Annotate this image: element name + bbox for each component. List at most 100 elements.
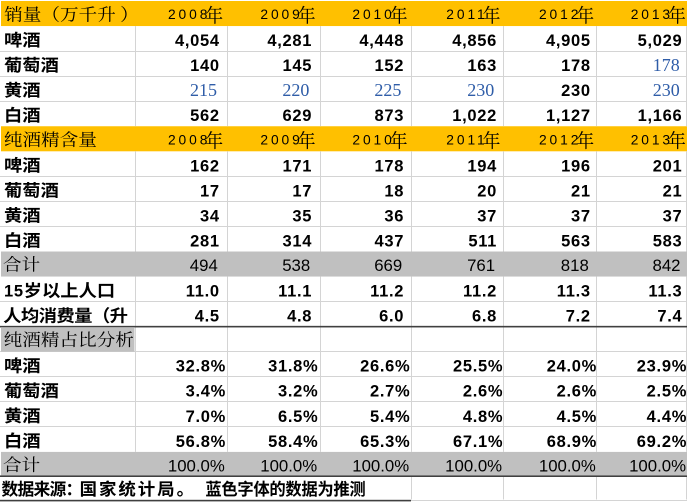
svg-text:37: 37 [571,207,591,225]
svg-text:178: 178 [375,157,405,175]
svg-text:11.2: 11.2 [370,283,404,301]
svg-text:23.9%: 23.9% [637,358,687,376]
svg-text:145: 145 [283,57,313,75]
svg-text:538: 538 [282,256,310,275]
svg-text:100.0%: 100.0% [539,456,596,475]
svg-text:2013: 2013 [631,7,673,22]
svg-text:100.0%: 100.0% [629,456,686,475]
svg-text:140: 140 [190,57,220,75]
svg-text:25.5%: 25.5% [453,358,503,376]
svg-text:6.0: 6.0 [379,308,404,326]
svg-text:162: 162 [190,157,220,175]
svg-text:230: 230 [467,80,494,100]
svg-text:11.1: 11.1 [278,283,312,301]
svg-text:6.8: 6.8 [472,308,497,326]
svg-text:7.4: 7.4 [657,308,682,326]
svg-text:842: 842 [653,256,681,275]
svg-text:11.3: 11.3 [557,283,591,301]
svg-text:11.3: 11.3 [648,283,682,301]
svg-text:1,166: 1,166 [638,107,683,125]
svg-text:11.0: 11.0 [186,283,220,301]
svg-text:818: 818 [561,256,589,275]
svg-text:37: 37 [663,207,683,225]
svg-text:215: 215 [190,80,217,100]
svg-text:171: 171 [283,157,313,175]
svg-text:194: 194 [467,157,497,175]
svg-text:562: 562 [190,107,220,125]
svg-text:100.0%: 100.0% [168,456,225,475]
svg-text:314: 314 [283,232,313,250]
svg-text:31.8%: 31.8% [268,358,318,376]
svg-text:2008: 2008 [168,132,210,147]
svg-text:152: 152 [375,57,405,75]
svg-text:163: 163 [467,57,497,75]
svg-text:65.3%: 65.3% [360,433,410,451]
svg-text:100.0%: 100.0% [445,456,502,475]
svg-text:2011: 2011 [446,7,487,22]
svg-text:2011: 2011 [446,132,487,147]
svg-text:225: 225 [374,80,401,100]
svg-text:17: 17 [200,182,220,200]
svg-text:69.2%: 69.2% [637,433,687,451]
svg-text:4.5: 4.5 [195,308,220,326]
svg-text:100.0%: 100.0% [352,456,409,475]
svg-text:2008: 2008 [168,7,210,22]
svg-text:2010: 2010 [352,132,394,147]
svg-text:68.9%: 68.9% [547,433,597,451]
svg-text:4,281: 4,281 [267,32,312,50]
svg-text:2010: 2010 [352,7,394,22]
svg-text:178: 178 [653,55,680,75]
svg-text:230: 230 [653,80,680,100]
svg-text:629: 629 [283,107,313,125]
svg-text:4,905: 4,905 [546,32,591,50]
svg-text:36: 36 [384,207,404,225]
svg-text:21: 21 [571,182,591,200]
svg-text:6.5%: 6.5% [278,408,318,426]
svg-text:583: 583 [653,232,683,250]
svg-text:34: 34 [200,207,220,225]
svg-text:7.0%: 7.0% [186,408,226,426]
svg-text:32.8%: 32.8% [176,358,226,376]
svg-text:5,029: 5,029 [638,32,683,50]
svg-text:4,856: 4,856 [452,32,497,50]
svg-text:15: 15 [4,283,24,301]
svg-text:563: 563 [561,232,591,250]
svg-text:4,448: 4,448 [359,32,404,50]
svg-text:3.4%: 3.4% [186,383,226,401]
svg-text:281: 281 [190,232,220,250]
svg-text:11.2: 11.2 [463,283,497,301]
svg-text:511: 511 [468,232,497,250]
svg-text:2009: 2009 [260,132,302,147]
svg-text:26.6%: 26.6% [360,358,410,376]
svg-text:2.6%: 2.6% [557,383,597,401]
svg-text:5.4%: 5.4% [370,408,410,426]
svg-text:761: 761 [467,256,495,275]
svg-text:7.2: 7.2 [566,308,591,326]
svg-text:2013: 2013 [631,132,673,147]
svg-text:2009: 2009 [260,7,302,22]
svg-text:21: 21 [663,182,683,200]
svg-text:1,022: 1,022 [452,107,497,125]
svg-text:1,127: 1,127 [546,107,591,125]
svg-text:56.8%: 56.8% [176,433,226,451]
svg-text:873: 873 [375,107,405,125]
svg-text:437: 437 [375,232,405,250]
svg-text:2.6%: 2.6% [463,383,503,401]
svg-text:4.5%: 4.5% [557,408,597,426]
svg-text:4.8: 4.8 [287,308,312,326]
svg-text:100.0%: 100.0% [260,456,317,475]
svg-text:2.7%: 2.7% [370,383,410,401]
svg-text:18: 18 [384,182,404,200]
svg-text:4.4%: 4.4% [647,408,687,426]
svg-text:178: 178 [561,57,591,75]
svg-text:4,054: 4,054 [175,32,220,50]
svg-text:494: 494 [190,256,218,275]
svg-text:24.0%: 24.0% [547,358,597,376]
svg-text:58.4%: 58.4% [268,433,318,451]
svg-text:4.8%: 4.8% [463,408,503,426]
svg-text:3.2%: 3.2% [278,383,318,401]
svg-text:35: 35 [292,207,312,225]
svg-text:220: 220 [282,80,309,100]
svg-text:230: 230 [561,82,591,100]
svg-text:37: 37 [477,207,497,225]
